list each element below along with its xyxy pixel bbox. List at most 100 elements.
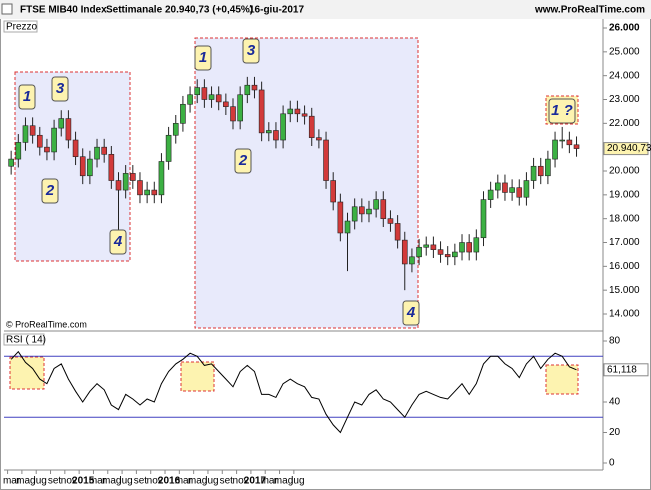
candle-body [36, 134, 43, 148]
candle-body [201, 87, 208, 100]
candle-body [444, 254, 451, 258]
candle-body [523, 180, 530, 198]
candle-body [530, 165, 537, 181]
candle-body [537, 165, 544, 177]
candle-body [344, 220, 351, 234]
y-tick-label: 20.000 [609, 166, 640, 177]
copyright: © ProRealTime.com [6, 319, 87, 329]
candle-body [172, 123, 179, 136]
x-tick-label: mar [175, 476, 193, 487]
header-bar [0, 0, 651, 19]
x-tick-label: lug [205, 476, 218, 487]
candle-body [101, 146, 107, 155]
candle-body [294, 108, 301, 115]
rsi-box [9, 356, 45, 390]
x-tick-label: mar [261, 476, 279, 487]
candle-body [387, 218, 394, 224]
candle-body [509, 187, 515, 193]
last-value-box [603, 142, 649, 156]
candle-body [194, 87, 201, 96]
x-tick-label: 2017 [244, 476, 267, 487]
header-site: www.ProRealTime.com [534, 5, 645, 16]
candle-body [416, 246, 422, 258]
candle-body [158, 161, 165, 196]
panel-label-box [3, 333, 45, 346]
candle-body [494, 182, 501, 191]
candle-body [316, 137, 322, 141]
x-tick-label: mar [89, 476, 107, 487]
rsi-box [545, 364, 579, 395]
y-tick-label: 22.000 [609, 118, 640, 129]
annotation-box [402, 300, 420, 326]
candle-body [137, 180, 143, 196]
y-tick-label: 14.000 [609, 309, 640, 320]
candle-body [87, 158, 93, 177]
candle-body [237, 94, 243, 122]
x-tick-label: 2015 [72, 476, 95, 487]
annotation: 3 [247, 42, 256, 59]
header-icon [1, 3, 13, 15]
candle-body [359, 206, 365, 215]
candle-body [287, 108, 294, 115]
candle-body [115, 180, 122, 191]
candle-body [480, 199, 487, 239]
x-tick-label: mag [188, 476, 207, 487]
candle-body [15, 142, 22, 160]
header-quote: 20.940,73 (+0,45%) [165, 5, 253, 16]
x-tick-label: lug [119, 476, 132, 487]
y-tick-label: 18.000 [609, 213, 640, 224]
candle-body [251, 84, 258, 91]
candle-body [65, 118, 72, 141]
candle-body [51, 127, 57, 153]
candle-body [230, 106, 236, 122]
x-tick-label: mag [16, 476, 35, 487]
annotation: 1 ? [551, 102, 573, 119]
annotation-box [109, 229, 127, 255]
candle-body [366, 208, 372, 215]
candle-body [301, 113, 308, 117]
candle-body [373, 199, 379, 210]
annotation-box [242, 38, 260, 64]
last-value-label: 20.940,73 [607, 143, 651, 154]
candle-body [394, 223, 401, 241]
candle-body [130, 173, 136, 181]
candle-body [487, 189, 494, 200]
candle-body [308, 115, 315, 138]
candle-body [44, 146, 50, 153]
header-title: FTSE MIB40 Index [20, 5, 107, 16]
candle-body [502, 182, 508, 193]
candle-body [244, 84, 251, 96]
candle-body [559, 139, 566, 142]
rsi-line [10, 350, 577, 434]
rsi-box [180, 361, 215, 392]
candle-body [273, 130, 279, 141]
candle-body [165, 134, 172, 162]
annotation: 4 [406, 304, 416, 321]
candle-body [151, 189, 158, 196]
last-value-label: 61,118 [607, 364, 637, 375]
candle-body [566, 139, 573, 146]
candle-body [516, 187, 523, 198]
y-tick-label: 20 [609, 427, 621, 438]
y-tick-label: 80 [609, 336, 621, 347]
candle-body [258, 89, 265, 134]
x-tick-label: lug [34, 476, 47, 487]
candle-body [94, 146, 100, 160]
candle-body [8, 158, 14, 167]
candle-body [265, 130, 272, 134]
candle-body [223, 101, 229, 107]
last-value-box [603, 363, 649, 377]
x-tick-label: nov [61, 476, 77, 487]
y-tick-label: 26.000 [609, 23, 640, 34]
annotation: 2 [45, 182, 55, 199]
panel-label: Prezzo [6, 22, 38, 33]
candle-body [280, 113, 286, 141]
candle-body [552, 139, 558, 160]
header-period: Settimanale [106, 5, 163, 16]
y-tick-label: 40 [609, 397, 621, 408]
x-tick-label: nov [233, 476, 249, 487]
candle-body [79, 156, 86, 177]
y-tick-label: 24.000 [609, 70, 640, 81]
annotation-box [194, 45, 212, 71]
